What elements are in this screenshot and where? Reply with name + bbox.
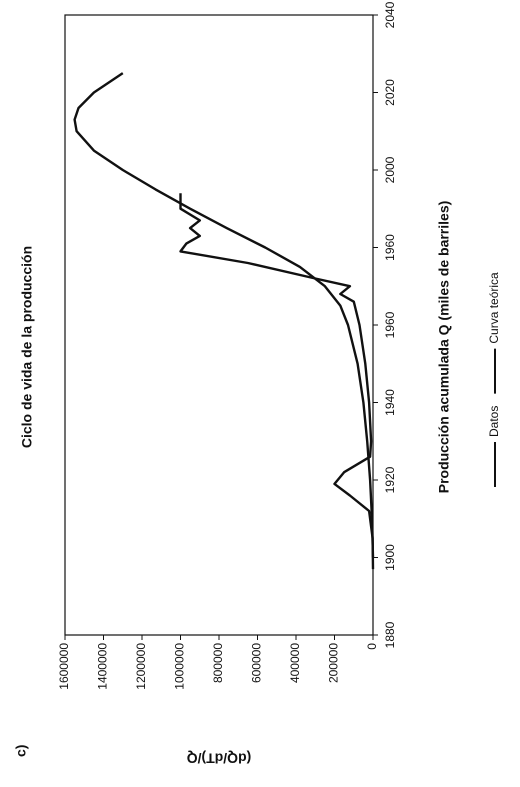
y-tick-label: 1400000: [96, 643, 110, 690]
y-tick-label: 200000: [327, 643, 341, 683]
y-tick-label: 0: [365, 643, 379, 650]
series-line: [179, 193, 375, 570]
x-axis-label: Producción acumulada Q (miles de barrile…: [436, 201, 452, 494]
x-tick-label: 1920: [383, 466, 397, 493]
y-tick-label: 800000: [211, 643, 225, 683]
y-tick-label: 1200000: [134, 643, 148, 690]
chart-title: Ciclo de vida de la producción: [19, 246, 35, 448]
y-tick-label: 600000: [250, 643, 264, 683]
x-tick-label: 1880: [383, 621, 397, 648]
legend-label: Curva teórica: [487, 272, 501, 344]
y-tick-label: 1000000: [173, 643, 187, 690]
panel-label: c): [13, 745, 29, 757]
plot-frame: [64, 14, 374, 636]
y-tick-label: 400000: [288, 643, 302, 683]
y-axis-label: (dQ/dT)/Q: [187, 750, 252, 766]
x-tick-label: 2040: [383, 1, 397, 28]
x-tick-label: 1940: [383, 389, 397, 416]
series-line: [73, 72, 375, 558]
x-tick-label: 1960: [383, 234, 397, 261]
x-tick-label: 1900: [383, 544, 397, 571]
y-tick-label: 1600000: [57, 643, 71, 690]
x-tick-label: 2020: [383, 79, 397, 106]
x-tick-label: 1960: [383, 311, 397, 338]
legend-label: Datos: [487, 406, 501, 437]
x-tick-label: 2000: [383, 156, 397, 183]
